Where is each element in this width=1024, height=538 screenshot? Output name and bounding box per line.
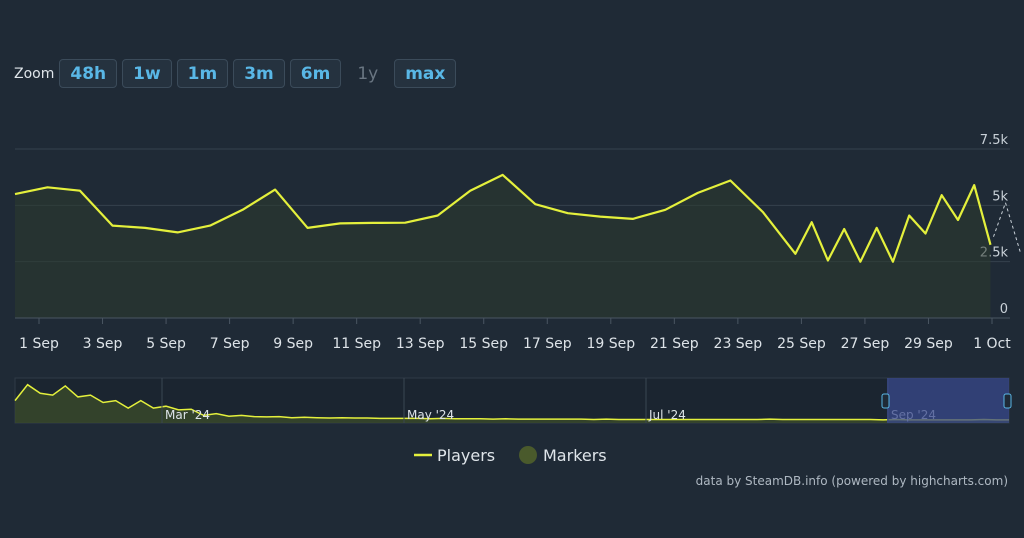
x-tick-label: 21 Sep <box>650 336 699 352</box>
x-tick-label: 27 Sep <box>841 336 890 352</box>
x-tick-label: 19 Sep <box>586 336 635 352</box>
x-tick-label: 13 Sep <box>396 336 445 352</box>
y-tick-label: 0 <box>1000 302 1008 317</box>
legend-markers-swatch[interactable] <box>519 446 537 464</box>
zoom-1y-button: 1y <box>357 63 379 84</box>
zoom-1w-button[interactable]: 1w <box>122 59 172 88</box>
x-tick-label: 7 Sep <box>210 336 250 352</box>
x-tick-label: 25 Sep <box>777 336 826 352</box>
x-tick-label: 1 Oct <box>973 336 1011 352</box>
zoom-6m-button[interactable]: 6m <box>289 59 342 88</box>
x-tick-label: 15 Sep <box>459 336 508 352</box>
navigator-label: Mar '24 <box>165 408 210 422</box>
players-area <box>15 174 991 318</box>
x-tick-label: 17 Sep <box>523 336 572 352</box>
navigator-label: May '24 <box>407 408 454 422</box>
legend[interactable]: Players Markers <box>414 446 607 465</box>
x-tick-label: 3 Sep <box>83 336 123 352</box>
navigator-area <box>15 384 1009 423</box>
x-axis: 1 Sep 3 Sep 5 Sep 7 Sep 9 Sep 11 Sep 13 Sep 15 … <box>15 317 1011 352</box>
x-tick-label: 9 Sep <box>273 336 313 352</box>
navigator-label: Jul '24 <box>648 408 686 422</box>
navigator-right-handle[interactable] <box>1003 393 1012 409</box>
x-tick-label: 5 Sep <box>146 336 186 352</box>
zoom-3m-button[interactable]: 3m <box>233 59 285 88</box>
credits-text[interactable]: data by SteamDB.info (powered by highcha… <box>696 474 1008 488</box>
y-tick-label: 7.5k <box>980 133 1009 148</box>
x-tick-label: 1 Sep <box>19 336 59 352</box>
x-tick-label: 23 Sep <box>714 336 763 352</box>
plot-area <box>14 173 1021 318</box>
legend-players-label[interactable]: Players <box>437 446 495 465</box>
zoom-max-button[interactable]: max <box>394 59 457 88</box>
navigator-line <box>14 383 1009 421</box>
x-tick-label: 11 Sep <box>332 336 381 352</box>
zoom-label: Zoom <box>14 65 55 82</box>
zoom-bar: Zoom 48h 1w 1m 3m 6m 1y max <box>14 58 461 89</box>
x-tick-label: 29 Sep <box>904 336 953 352</box>
navigator-selection[interactable] <box>887 378 1009 423</box>
players-line[interactable] <box>14 173 992 263</box>
zoom-1m-button[interactable]: 1m <box>176 59 229 88</box>
legend-markers-label[interactable]: Markers <box>543 446 607 465</box>
navigator-left-handle[interactable] <box>881 393 890 409</box>
tooltip-hint <box>993 202 1021 253</box>
y-tick-label: 5k <box>992 189 1008 204</box>
zoom-48h-button[interactable]: 48h <box>59 59 118 88</box>
